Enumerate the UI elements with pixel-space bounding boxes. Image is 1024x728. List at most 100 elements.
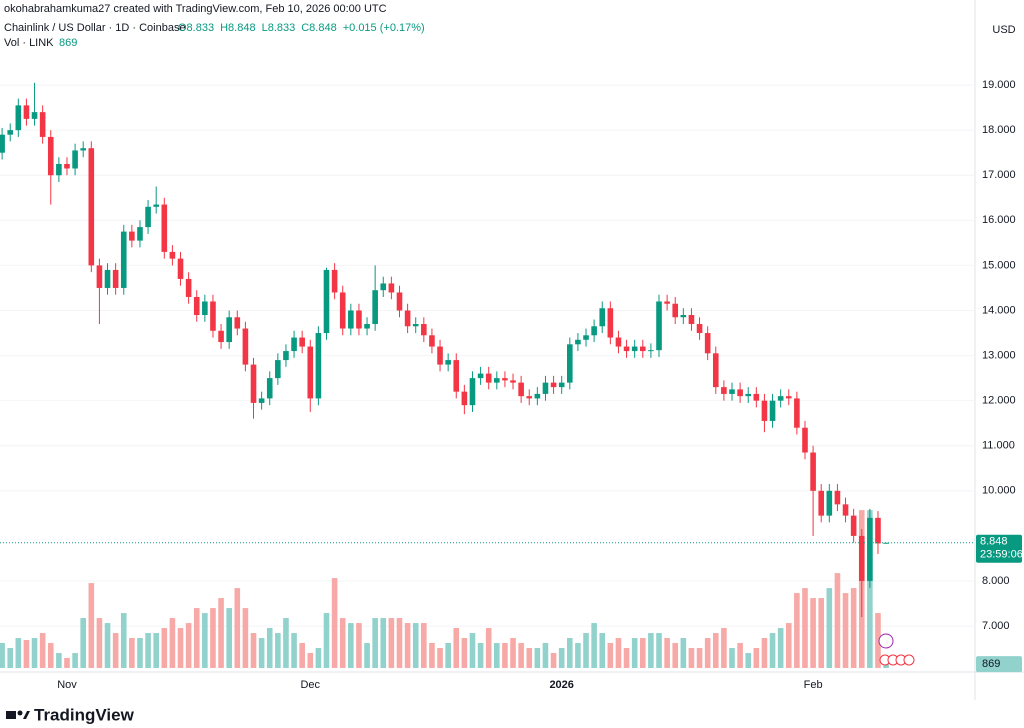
credit: okohabrahamkuma27 created with TradingVi… — [4, 3, 387, 15]
candle-body — [583, 335, 589, 340]
candle-body — [672, 303, 679, 318]
volume-bar — [591, 623, 597, 668]
volume-bar — [826, 588, 833, 668]
volume-bar — [485, 628, 492, 668]
candle-body — [721, 387, 727, 394]
volume-bar — [177, 628, 184, 668]
volume-bar — [883, 664, 889, 668]
volume-bar — [664, 638, 670, 668]
volume-bar — [761, 638, 768, 668]
volume-bar — [421, 623, 427, 668]
volume-bar — [696, 648, 703, 668]
candle-body — [704, 333, 711, 354]
candle-body — [396, 292, 403, 311]
volume-bar — [0, 643, 5, 668]
volume-bar — [745, 653, 752, 668]
candle-body — [283, 351, 289, 361]
event-icon — [878, 633, 894, 649]
volume-bar — [96, 618, 103, 668]
candle-body — [421, 324, 427, 336]
candle-body — [777, 396, 784, 401]
currency: USD — [992, 24, 1015, 36]
candle-body — [737, 389, 743, 397]
candle-body — [850, 515, 857, 536]
candle-body — [461, 391, 468, 406]
x-tick-label: 2026 — [549, 679, 573, 691]
volume-bar — [550, 653, 557, 668]
volume-bar — [510, 638, 516, 668]
volume-bar — [250, 633, 257, 668]
volume-bar — [802, 588, 808, 668]
candle-body — [129, 231, 135, 241]
candle-body — [242, 328, 249, 365]
candle-body — [437, 346, 443, 365]
candle-body — [348, 310, 354, 329]
candle-body — [145, 206, 151, 228]
candle-body — [745, 393, 752, 397]
volume-bar — [120, 613, 127, 668]
candle-body — [445, 360, 451, 365]
volume-bar — [291, 633, 297, 668]
y-tick-label: 16.000 — [982, 214, 1016, 226]
volume-bar — [331, 578, 338, 668]
volume-bar — [542, 643, 549, 668]
volume-bar — [364, 643, 370, 668]
ohlc-value: C8.848 — [301, 22, 336, 34]
price-tag-bg — [976, 534, 1022, 563]
volume-bar — [453, 628, 460, 668]
volume-bar — [680, 638, 687, 668]
volume-bar — [672, 643, 679, 668]
logo-mark — [17, 710, 23, 716]
volume-bar — [785, 623, 792, 668]
volume-bar — [777, 628, 784, 668]
volume-bar — [23, 640, 30, 668]
volume-bar — [226, 608, 232, 668]
candle-body — [380, 283, 387, 291]
candle-body — [210, 301, 216, 331]
volume-bar — [494, 643, 500, 668]
volume-bar — [112, 633, 119, 668]
volume-bar — [412, 623, 419, 668]
ohlc-legend: O8.833 H8.848 L8.833 C8.848 +0.015 (+0.17%) — [178, 22, 425, 34]
volume-bar — [64, 658, 70, 668]
candle-body — [153, 204, 159, 207]
candle-body — [315, 333, 322, 399]
candle-body — [567, 344, 573, 383]
candle-body — [599, 308, 606, 327]
volume-bar — [145, 633, 151, 668]
candle-body — [404, 310, 411, 327]
volume-bar — [258, 638, 265, 668]
price-tag: 8.848 — [980, 536, 1008, 548]
volume-bar — [372, 618, 378, 668]
volume-bar — [104, 623, 111, 668]
candle-body — [631, 346, 638, 352]
volume-bar — [526, 648, 533, 668]
volume-bar — [339, 618, 346, 668]
candle-body — [542, 382, 549, 394]
candle-body — [680, 315, 687, 318]
candle-body — [47, 136, 54, 176]
ohlc-value: O8.833 — [178, 22, 214, 34]
volume-bar — [518, 643, 524, 668]
candle-body — [202, 301, 208, 316]
volume-bar — [558, 648, 565, 668]
y-tick-label: 10.000 — [982, 485, 1016, 497]
candle-body — [729, 389, 735, 394]
volume-bar — [185, 623, 192, 668]
candle-body — [858, 535, 865, 581]
volume-bar — [737, 643, 743, 668]
volume-bar — [810, 598, 816, 668]
candle-body — [469, 378, 476, 406]
volume-bar — [818, 598, 825, 668]
candle-body — [39, 112, 46, 137]
brand-logo — [6, 710, 30, 719]
y-tick-label: 14.000 — [982, 304, 1016, 316]
volume-bar — [266, 628, 273, 668]
candle-body — [575, 339, 581, 345]
volume-bar — [218, 598, 224, 668]
volume-bar — [867, 510, 873, 668]
volume-bar — [153, 633, 159, 668]
candle-body — [802, 427, 808, 453]
candle-body — [7, 130, 14, 135]
candle-body — [688, 315, 695, 325]
